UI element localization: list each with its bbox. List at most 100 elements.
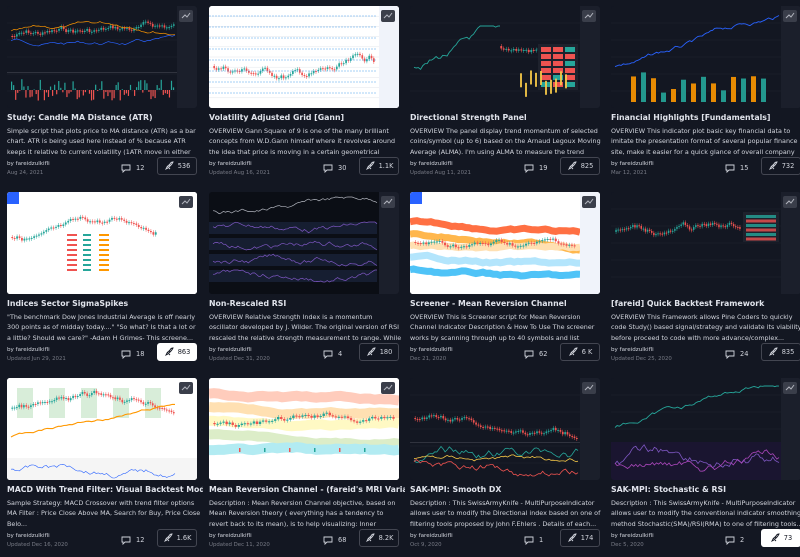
rocket-icon: [768, 347, 778, 357]
candle-body: [74, 30, 77, 33]
script-title[interactable]: Non-Rescaled RSI: [209, 299, 287, 308]
script-card[interactable]: Non-Rescaled RSI OVERVIEW Relative Streng…: [209, 192, 401, 362]
script-title[interactable]: Screener - Mean Reversion Channel: [410, 299, 567, 308]
boost-button[interactable]: 1.6K: [157, 529, 197, 547]
candle-body: [298, 416, 301, 418]
script-author[interactable]: by fareidzulkifli: [611, 161, 654, 167]
boost-button[interactable]: 73: [761, 529, 800, 547]
script-thumbnail[interactable]: [209, 378, 399, 480]
candle-body: [730, 222, 733, 225]
script-thumbnail[interactable]: [611, 6, 800, 108]
comments-button[interactable]: 19: [524, 159, 547, 177]
script-title[interactable]: SAK-MPI: Smooth DX: [410, 485, 502, 494]
script-author[interactable]: by fareidzulkifli: [410, 533, 453, 539]
script-description: OVERVIEW Relative Strength Index is a mo…: [209, 313, 402, 342]
boost-button[interactable]: 6 K: [560, 343, 600, 361]
script-card[interactable]: Study: Candle MA Distance (ATR) Simple sc…: [7, 6, 197, 176]
candle-body: [93, 390, 96, 393]
script-card[interactable]: MACD With Trend Filter: Visual Backtest …: [7, 378, 203, 548]
histogram-bar: [49, 86, 52, 90]
candle-body: [249, 423, 253, 425]
script-author[interactable]: by fareidzulkifli: [209, 533, 252, 539]
comments-button[interactable]: 4: [323, 345, 342, 363]
script-thumbnail[interactable]: [209, 192, 399, 294]
script-card[interactable]: Directional Strength Panel OVERVIEW The p…: [410, 6, 601, 176]
script-title[interactable]: Indices Sector SigmaSpikes: [7, 299, 129, 308]
boost-button[interactable]: 174: [560, 529, 600, 547]
comments-button[interactable]: 12: [121, 159, 144, 177]
script-thumbnail[interactable]: [7, 6, 197, 108]
boost-button[interactable]: 825: [560, 157, 600, 175]
comments-button[interactable]: 12: [121, 531, 144, 549]
boost-button[interactable]: 732: [761, 157, 800, 175]
candle-body: [735, 226, 737, 228]
rocket-icon: [567, 533, 577, 543]
script-thumbnail[interactable]: [7, 378, 197, 480]
candle-body: [292, 415, 295, 418]
comments-button[interactable]: 24: [725, 345, 748, 363]
boost-button[interactable]: 863: [157, 343, 197, 361]
script-thumbnail[interactable]: [410, 378, 600, 480]
candle-body: [11, 407, 14, 409]
script-card[interactable]: Financial Highlights [Fundamentals] OVERV…: [611, 6, 800, 176]
candle-body: [476, 242, 479, 244]
candle-body: [349, 418, 353, 421]
script-author[interactable]: by fareidzulkifli: [7, 533, 50, 539]
script-title[interactable]: Mean Reversion Channel - (fareid's MRI V…: [209, 485, 405, 494]
script-author[interactable]: by fareidzulkifli: [611, 347, 654, 353]
script-author[interactable]: by fareidzulkifli: [7, 347, 50, 353]
script-author[interactable]: by fareidzulkifli: [7, 161, 50, 167]
comments-button[interactable]: 15: [725, 159, 748, 177]
boost-button[interactable]: 1.1K: [359, 157, 399, 175]
boost-button[interactable]: 180: [359, 343, 399, 361]
comments-button[interactable]: 18: [121, 345, 144, 363]
script-card[interactable]: SAK-MPI: Smooth DX Description : This Swi…: [410, 378, 600, 548]
script-author[interactable]: by fareidzulkifli: [209, 347, 252, 353]
script-card[interactable]: SAK-MPI: Stochastic & RSI Description : T…: [611, 378, 800, 548]
script-title[interactable]: Financial Highlights [Fundamentals]: [611, 113, 771, 122]
ma-line: [10, 403, 175, 438]
script-author[interactable]: by fareidzulkifli: [209, 161, 252, 167]
script-thumbnail[interactable]: [209, 6, 399, 108]
candle-body: [79, 394, 81, 396]
script-card[interactable]: Volatility Adjusted Grid [Gann] OVERVIEW …: [209, 6, 399, 176]
comments-button[interactable]: 62: [524, 345, 547, 363]
script-card[interactable]: [fareid] Quick Backtest Framework OVERVIE…: [611, 192, 800, 362]
candle-body: [549, 238, 552, 240]
script-thumbnail[interactable]: [410, 6, 600, 108]
script-thumbnail[interactable]: [611, 192, 800, 294]
fundamental-bar: [671, 89, 676, 102]
script-title[interactable]: MACD With Trend Filter: Visual Backtest …: [7, 485, 203, 494]
script-title[interactable]: Study: Candle MA Distance (ATR): [7, 113, 153, 122]
candle-body: [65, 29, 67, 33]
script-title[interactable]: [fareid] Quick Backtest Framework: [611, 299, 765, 308]
comment-count: 1: [539, 536, 544, 544]
script-card[interactable]: Mean Reversion Channel - (fareid's MRI V…: [209, 378, 405, 548]
comments-button[interactable]: 68: [323, 531, 346, 549]
rocket-icon: [567, 161, 577, 171]
script-card[interactable]: Screener - Mean Reversion Channel OVERVIE…: [410, 192, 600, 362]
rsi-line: [212, 269, 377, 283]
script-author[interactable]: by fareidzulkifli: [410, 347, 453, 353]
boost-button[interactable]: 8.2K: [359, 529, 399, 547]
strength-bar: [530, 70, 532, 85]
boost-button[interactable]: 835: [761, 343, 800, 361]
comments-button[interactable]: 1: [524, 531, 543, 549]
script-author[interactable]: by fareidzulkifli: [611, 533, 654, 539]
candle-body: [462, 246, 465, 248]
script-title[interactable]: Directional Strength Panel: [410, 113, 527, 122]
comments-button[interactable]: 30: [323, 159, 346, 177]
boost-button[interactable]: 536: [157, 157, 197, 175]
script-title[interactable]: SAK-MPI: Stochastic & RSI: [611, 485, 726, 494]
macd-line: [10, 463, 176, 479]
candle-body: [363, 58, 366, 62]
script-title[interactable]: Volatility Adjusted Grid [Gann]: [209, 113, 345, 122]
script-author[interactable]: by fareidzulkifli: [410, 161, 453, 167]
script-thumbnail[interactable]: [611, 378, 800, 480]
candle-body: [444, 242, 447, 246]
comments-button[interactable]: 2: [725, 531, 744, 549]
script-card[interactable]: Indices Sector SigmaSpikes "The benchmark…: [7, 192, 197, 362]
candle-body: [519, 430, 522, 432]
script-thumbnail[interactable]: [410, 192, 600, 294]
script-thumbnail[interactable]: [7, 192, 197, 294]
